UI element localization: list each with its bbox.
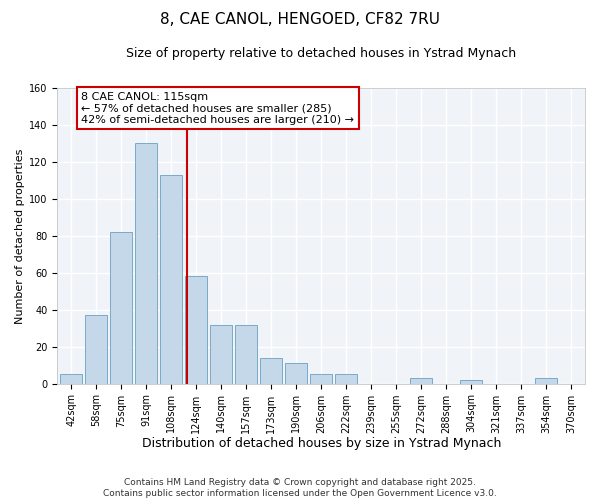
Bar: [60, 374, 82, 384]
Text: Contains HM Land Registry data © Crown copyright and database right 2025.
Contai: Contains HM Land Registry data © Crown c…: [103, 478, 497, 498]
Bar: [160, 175, 182, 384]
Bar: [85, 316, 107, 384]
Title: Size of property relative to detached houses in Ystrad Mynach: Size of property relative to detached ho…: [126, 48, 516, 60]
Bar: [235, 324, 257, 384]
Bar: [535, 378, 557, 384]
Bar: [135, 144, 157, 384]
Bar: [260, 358, 283, 384]
Bar: [185, 276, 208, 384]
Bar: [335, 374, 358, 384]
Text: 8 CAE CANOL: 115sqm
← 57% of detached houses are smaller (285)
42% of semi-detac: 8 CAE CANOL: 115sqm ← 57% of detached ho…: [81, 92, 354, 125]
X-axis label: Distribution of detached houses by size in Ystrad Mynach: Distribution of detached houses by size …: [142, 437, 501, 450]
Text: 8, CAE CANOL, HENGOED, CF82 7RU: 8, CAE CANOL, HENGOED, CF82 7RU: [160, 12, 440, 28]
Bar: [285, 364, 307, 384]
Y-axis label: Number of detached properties: Number of detached properties: [15, 148, 25, 324]
Bar: [310, 374, 332, 384]
Bar: [110, 232, 133, 384]
Bar: [210, 324, 232, 384]
Bar: [460, 380, 482, 384]
Bar: [410, 378, 433, 384]
